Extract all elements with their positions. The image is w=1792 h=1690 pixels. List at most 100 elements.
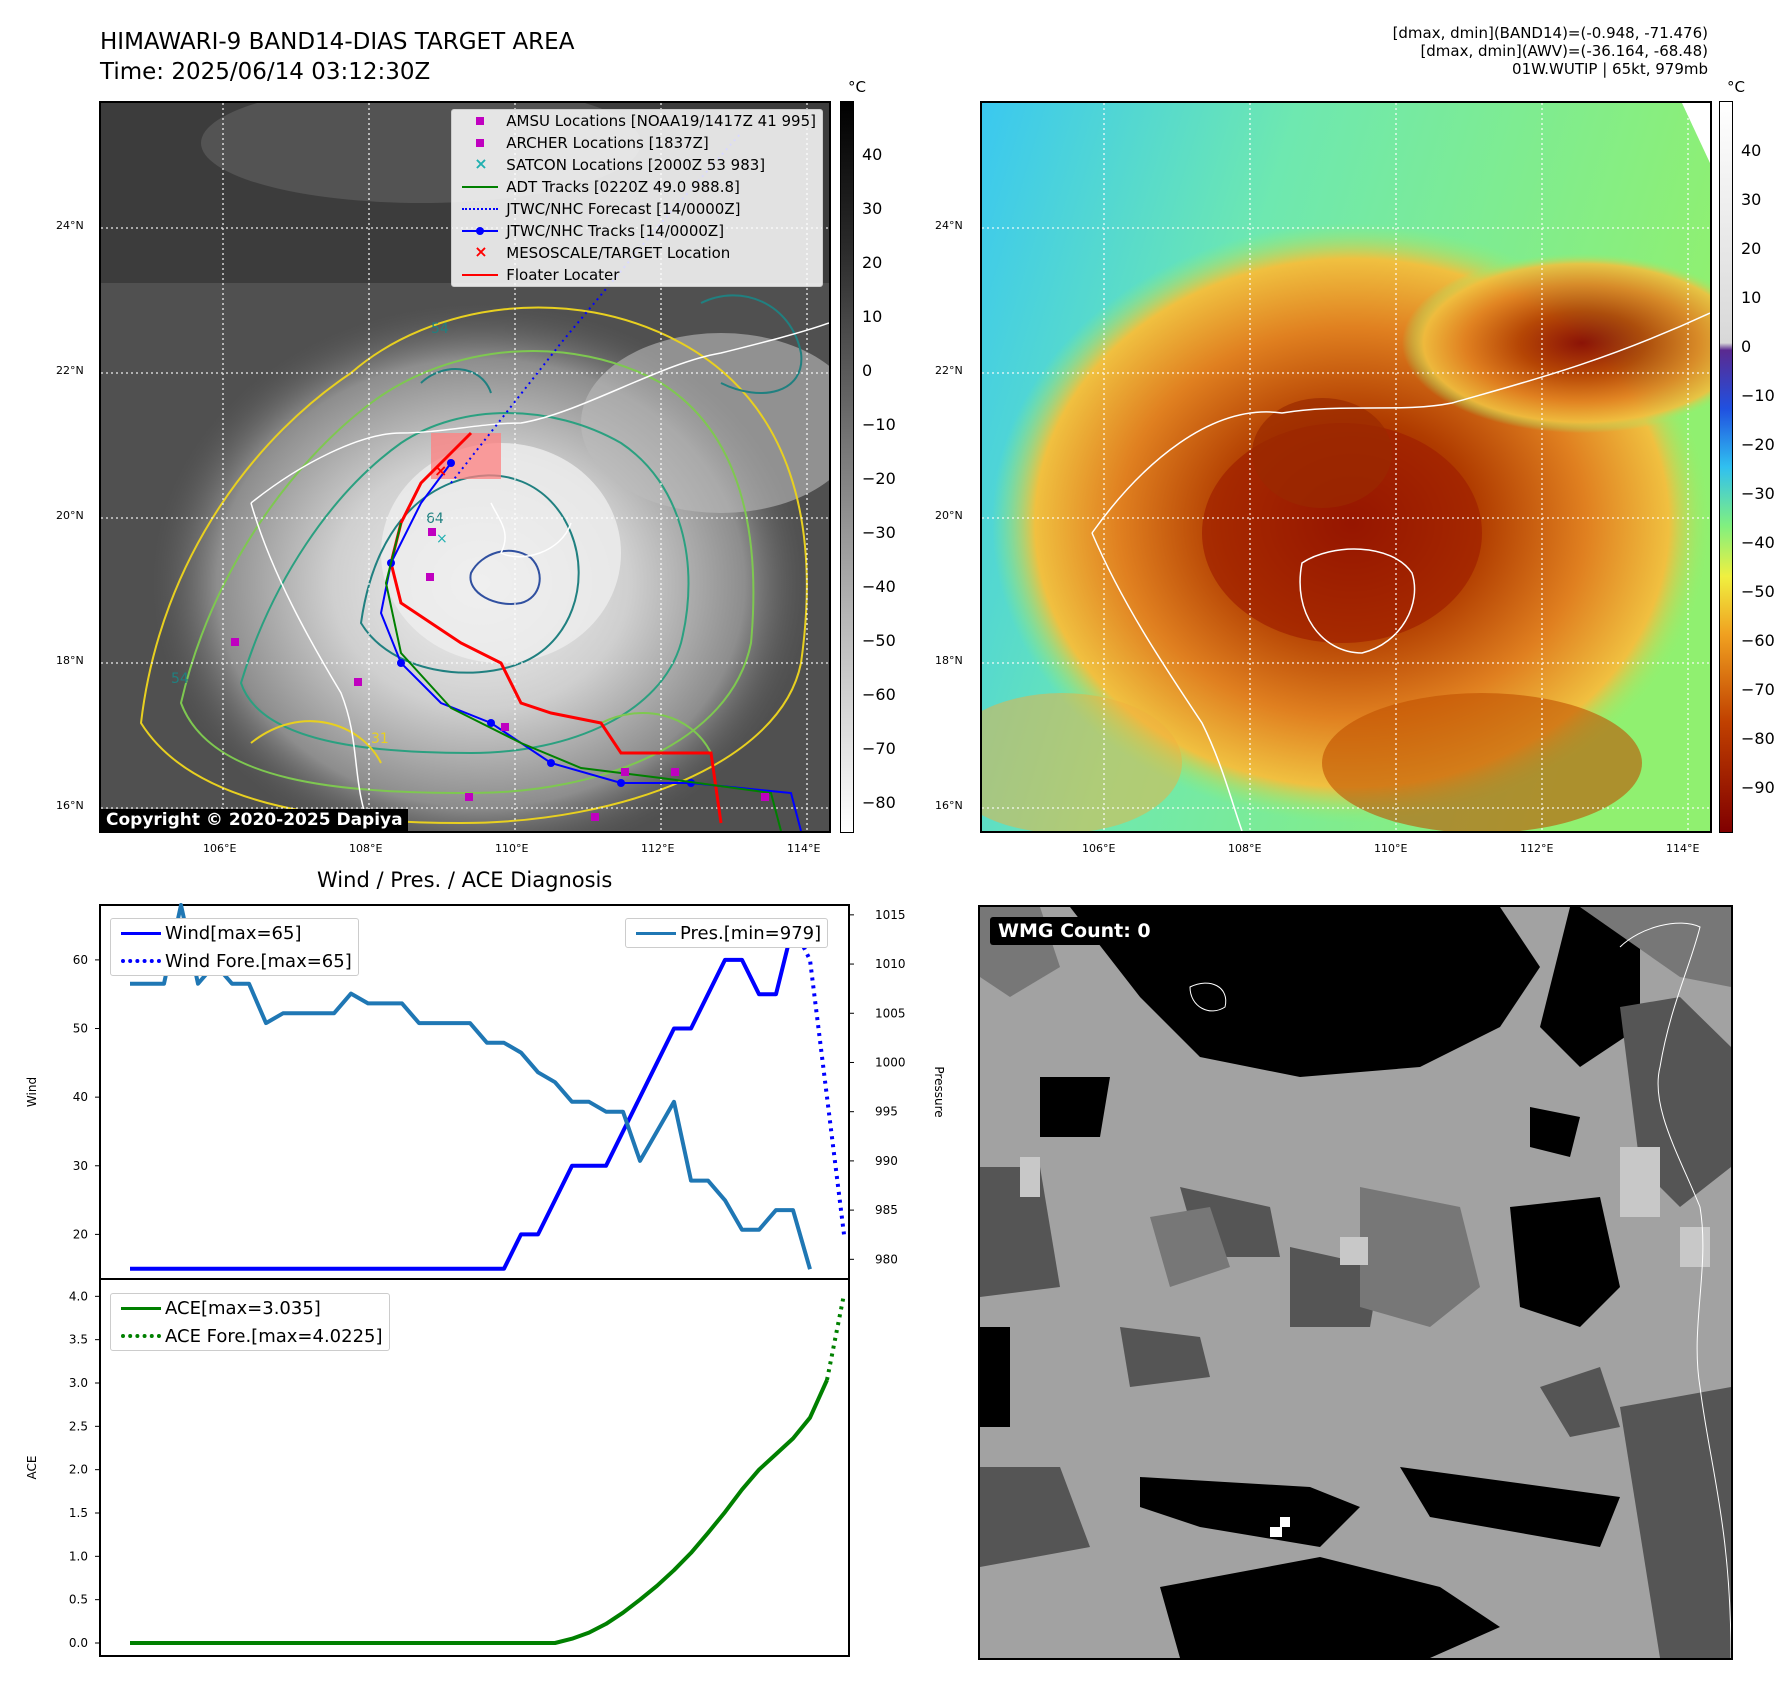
legend-label: ACE Fore.[max=4.0225] [165, 1325, 383, 1347]
series-line [791, 924, 846, 1235]
series-line [825, 1294, 846, 1381]
legend-entry-jtwc-forecast: JTWC/NHC Forecast [14/0000Z] [452, 198, 822, 220]
legend-entry-jtwc-tracks: JTWC/NHC Tracks [14/0000Z] [452, 220, 822, 242]
y-axis-label: ACE [25, 1456, 39, 1480]
colorbar-tick: −10 [1741, 386, 1775, 405]
lon-label: 108°E [349, 842, 383, 855]
legend-label: Wind[max=65] [165, 922, 302, 944]
y-tick-label: 3.0 [69, 1376, 88, 1390]
colorbar-tick: −60 [1741, 631, 1775, 650]
left-colorbar-unit: °C [848, 78, 866, 96]
y2-tick-label: 995 [875, 1105, 898, 1119]
left-colorbar [840, 101, 854, 833]
legend-entry-target: × MESOSCALE/TARGET Location [452, 242, 822, 264]
y2-axis-label: Pressure [932, 1066, 946, 1117]
y2-tick-label: 1005 [875, 1006, 906, 1020]
wmg-image [980, 907, 1731, 1658]
legend-label: ARCHER Locations [1837Z] [506, 134, 709, 152]
lon-label: 110°E [495, 842, 529, 855]
colorbar-tick: −30 [1741, 484, 1775, 503]
dotted-line-icon [121, 1322, 161, 1350]
colorbar-tick: 0 [1741, 337, 1752, 356]
diag-title: Wind / Pres. / ACE Diagnosis [317, 868, 613, 892]
legend-entry-amsu: AMSU Locations [NOAA19/1417Z 41 995] [452, 110, 822, 132]
y2-tick-label: 1015 [875, 908, 906, 922]
right-colorbar-unit: °C [1727, 78, 1745, 96]
right-colorbar [1719, 101, 1733, 833]
legend-label: JTWC/NHC Forecast [14/0000Z] [506, 200, 741, 218]
colorbar-tick: −90 [1741, 778, 1775, 797]
colorbar-tick: −60 [862, 685, 896, 704]
legend-label: Pres.[min=979] [680, 922, 822, 944]
map-legend: AMSU Locations [NOAA19/1417Z 41 995] ARC… [451, 109, 823, 287]
dotted-line-icon [462, 198, 499, 220]
colorbar-tick: −20 [862, 469, 896, 488]
ir-map-panel: 54 64 54 31 [99, 101, 831, 833]
line-dot-icon [462, 220, 499, 242]
colorbar-tick: 40 [1741, 141, 1762, 160]
contour-label-4: 31 [371, 731, 389, 747]
lon-label: 112°E [641, 842, 675, 855]
contour-label-2: 64 [426, 511, 444, 527]
colorbar-tick: −40 [1741, 533, 1775, 552]
y-tick-label: 4.0 [69, 1289, 88, 1303]
wmg-panel: WMG Count: 0 [978, 905, 1733, 1660]
legend-entry-floater: Floater Locater [452, 264, 822, 286]
legend-entry-wind: Wind[max=65] [111, 919, 358, 947]
colorbar-tick: 20 [1741, 239, 1762, 258]
y-tick-label: 3.5 [69, 1333, 88, 1347]
square-marker-icon [462, 132, 498, 154]
colorbar-tick: −20 [1741, 435, 1775, 454]
legend-label: MESOSCALE/TARGET Location [506, 244, 731, 262]
y2-tick-label: 990 [875, 1154, 898, 1168]
series-line [130, 925, 795, 1271]
meta-block: [dmax, dmin](BAND14)=(-0.948, -71.476) [… [1393, 24, 1708, 78]
meta-line-awv: [dmax, dmin](AWV)=(-36.164, -68.48) [1420, 42, 1708, 60]
colorbar-tick: 10 [1741, 288, 1762, 307]
svg-text:×: × [434, 461, 447, 480]
y-tick-label: 2.5 [69, 1419, 88, 1433]
colorbar-tick: −50 [1741, 582, 1775, 601]
legend-label: ADT Tracks [0220Z 49.0 988.8] [506, 178, 740, 196]
colorbar-tick: 10 [862, 307, 883, 326]
lat-label: 20°N [935, 509, 963, 522]
left-colorbar-ticks: 40 30 20 10 0 −10 −20 −30 −40 −50 −60 −7… [862, 101, 922, 833]
colorbar-tick: −40 [862, 577, 896, 596]
legend-label: Floater Locater [506, 266, 620, 284]
lon-label: 106°E [1082, 842, 1116, 855]
line-marker-icon [462, 264, 499, 286]
contour-label-3: 54 [171, 671, 189, 687]
colorbar-tick: 30 [862, 199, 883, 218]
y2-tick-label: 985 [875, 1203, 898, 1217]
y-axis-label: Wind [25, 1077, 39, 1107]
lat-label: 24°N [935, 219, 963, 232]
x-marker-icon: × [474, 154, 488, 173]
legend-label: Wind Fore.[max=65] [165, 950, 352, 972]
map-title: HIMAWARI-9 BAND14-DIAS TARGET AREA [100, 29, 575, 55]
legend-label: SATCON Locations [2000Z 53 983] [506, 156, 766, 174]
y-tick-label: 50 [73, 1022, 88, 1036]
contour-label-1: 54 [431, 321, 449, 337]
legend-label: JTWC/NHC Tracks [14/0000Z] [506, 222, 725, 240]
lon-label: 114°E [787, 842, 821, 855]
dotted-line-icon [121, 947, 161, 975]
colorbar-tick: −80 [1741, 729, 1775, 748]
lon-label: 112°E [1520, 842, 1554, 855]
legend-entry-archer: ARCHER Locations [1837Z] [452, 132, 822, 154]
y-tick-label: 1.5 [69, 1506, 88, 1520]
diag-chart-svg: 20 30 40 50 60 Wind 980 985 990 995 1000 1005 1010 10… [25, 903, 946, 1657]
ace-panel: 0.0 0.5 1.0 1.5 2.0 2.5 3.0 3.5 4.0 ACE [25, 1278, 850, 1657]
lat-label: 16°N [935, 799, 963, 812]
y-tick-label: 0.0 [69, 1636, 88, 1650]
awv-map-image [982, 103, 1710, 831]
svg-text:×: × [436, 531, 448, 547]
y-tick-label: 0.5 [69, 1593, 88, 1607]
square-marker-icon [462, 110, 498, 132]
y-tick-label: 1.0 [69, 1549, 88, 1563]
copyright-badge: Copyright © 2020-2025 Dapiya [101, 809, 408, 831]
series-line [130, 1379, 829, 1645]
lat-label: 18°N [56, 654, 84, 667]
series-line [130, 903, 812, 1270]
lon-label: 108°E [1228, 842, 1262, 855]
meta-line-storm: 01W.WUTIP | 65kt, 979mb [1512, 60, 1708, 78]
